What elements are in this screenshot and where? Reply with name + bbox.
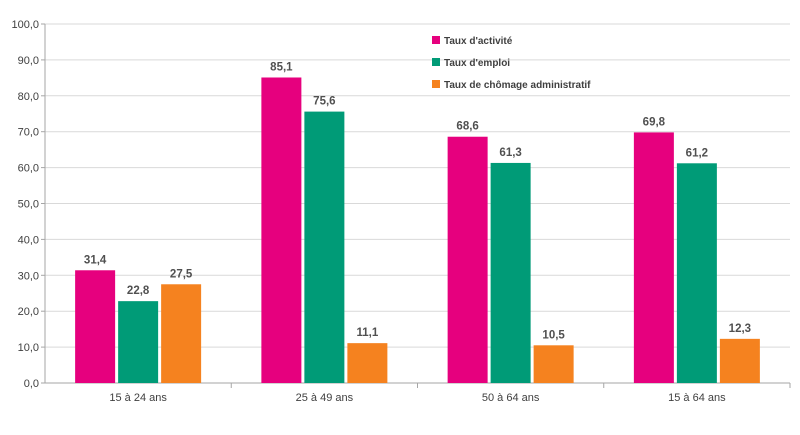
data-label: 11,1 [357, 327, 379, 339]
x-category-label: 50 à 64 ans [482, 392, 540, 404]
y-tick-label: 70,0 [18, 127, 39, 139]
bar-emploi [304, 111, 345, 383]
x-category-label: 25 à 49 ans [296, 392, 354, 404]
data-label: 22,8 [127, 285, 150, 297]
y-tick-label: 40,0 [18, 234, 39, 246]
legend-swatch [432, 80, 440, 88]
data-label: 69,8 [643, 116, 666, 128]
data-label: 10,5 [542, 329, 565, 341]
legend-entry: Taux de chômage administratif [444, 80, 591, 91]
bar-emploi [676, 163, 717, 383]
y-tick-label: 10,0 [18, 342, 39, 354]
bar-activite [447, 136, 488, 383]
data-label: 61,2 [686, 147, 708, 159]
y-tick-label: 20,0 [18, 306, 39, 318]
data-label: 68,6 [456, 121, 478, 133]
legend-swatch [432, 58, 440, 66]
data-label: 12,3 [729, 323, 751, 335]
y-tick-label: 50,0 [18, 199, 39, 211]
bar-activite [261, 77, 302, 383]
y-tick-label: 0,0 [24, 378, 39, 390]
data-label: 27,5 [170, 268, 193, 280]
y-tick-label: 100,0 [11, 19, 39, 31]
bar-chomage [161, 284, 202, 383]
x-category-label: 15 à 64 ans [668, 392, 726, 404]
y-tick-label: 90,0 [18, 55, 39, 67]
data-label: 61,3 [499, 147, 521, 159]
data-label: 75,6 [313, 96, 335, 108]
bar-chomage [347, 343, 388, 383]
bar-chomage [533, 345, 574, 383]
legend-entry: Taux d'activité [444, 36, 513, 47]
data-label: 85,1 [270, 61, 293, 73]
legend-entry: Taux d'emploi [444, 58, 510, 69]
x-category-label: 15 à 24 ans [109, 392, 167, 404]
data-label: 31,4 [84, 254, 107, 266]
y-tick-label: 60,0 [18, 163, 39, 175]
bar-emploi [490, 162, 531, 383]
y-tick-label: 80,0 [18, 91, 39, 103]
bar-chomage [719, 338, 760, 383]
y-tick-label: 30,0 [18, 270, 39, 282]
bar-activite [633, 132, 674, 383]
legend-swatch [432, 36, 440, 44]
bar-emploi [118, 301, 159, 383]
bar-activite [75, 270, 116, 383]
